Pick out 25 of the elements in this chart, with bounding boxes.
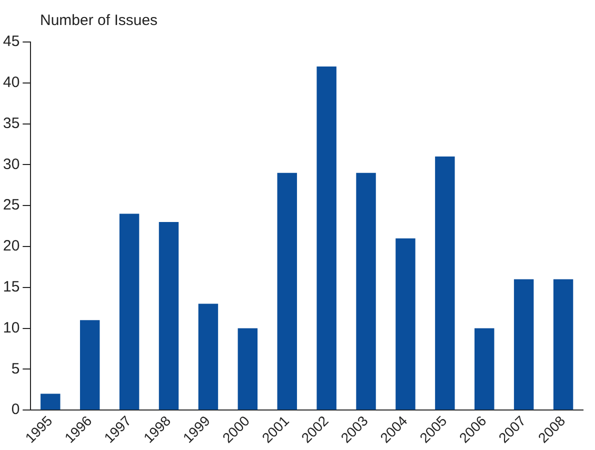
bar	[356, 172, 376, 410]
bar	[80, 320, 100, 410]
bar	[514, 279, 534, 410]
y-tick-label: 25	[2, 196, 20, 214]
bar	[396, 238, 416, 410]
bar	[198, 304, 218, 410]
y-tick-label: 20	[2, 238, 20, 255]
y-tick-label: 35	[2, 114, 20, 132]
bar	[435, 156, 455, 410]
y-tick-label: 30	[2, 156, 20, 173]
bar	[40, 394, 60, 410]
bar	[316, 66, 336, 410]
bar	[119, 214, 140, 410]
bar	[277, 172, 297, 410]
y-tick-label: 0	[11, 401, 20, 418]
bar	[238, 328, 258, 410]
bar	[553, 279, 574, 410]
y-tick-label: 10	[2, 319, 20, 336]
y-tick-label: 40	[2, 74, 20, 92]
y-tick-label: 5	[11, 360, 20, 378]
bar	[474, 328, 494, 410]
bar	[158, 222, 179, 410]
y-tick-label: 45	[2, 33, 20, 50]
y-axis-title: Number of Issues	[40, 12, 158, 29]
y-tick-label: 15	[2, 278, 20, 296]
